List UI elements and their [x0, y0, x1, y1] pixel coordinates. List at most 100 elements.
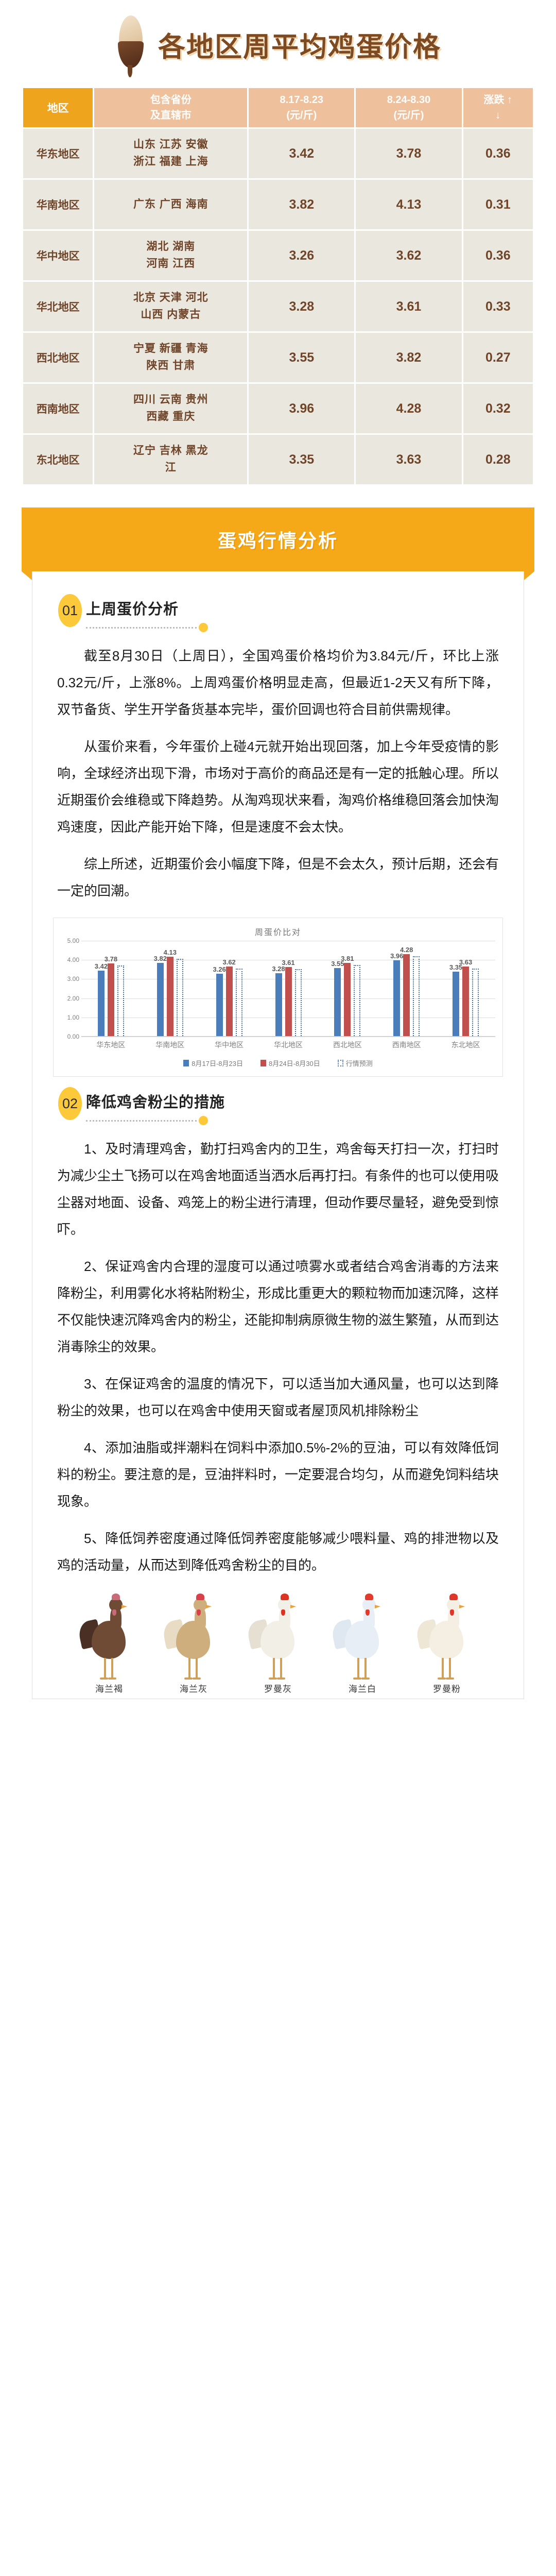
chart-legend-label: 8月24日-8月30日	[268, 1060, 320, 1067]
page-header: 各地区周平均鸡蛋价格	[0, 0, 556, 87]
chicken-breed-item: 罗曼灰	[245, 1594, 311, 1694]
chart-x-axis	[81, 1036, 495, 1037]
table-row: 华中地区 湖北 湖南 河南 江西 3.26 3.62 0.36	[23, 231, 533, 280]
col-header-week1: 8.17-8.23 (元/斤)	[249, 88, 355, 127]
chart-bar: 3.82	[154, 955, 167, 1036]
paragraph: 综上所述，近期蛋价会小幅度下降，但是不会太久，预计后期，还会有一定的回潮。	[57, 856, 499, 899]
infographic-page: 各地区周平均鸡蛋价格 地区 包含省份 及直辖市 8.17-8.23 (元/斤) …	[0, 0, 556, 1699]
chart-x-tick-label: 华中地区	[215, 1041, 244, 1049]
chart-bar	[413, 956, 420, 1036]
chart-x-tick-label: 西北地区	[333, 1041, 362, 1049]
legend-swatch-icon	[260, 1060, 266, 1066]
chart-bar	[472, 969, 479, 1036]
analysis-banner: 蛋鸡行情分析	[22, 507, 534, 580]
chart-bar-group: 3.42 3.78	[81, 941, 141, 1036]
chicken-breed-name: 罗曼粉	[433, 1684, 461, 1694]
chart-value-label: 3.42	[94, 962, 108, 970]
chart-legend-label: 8月17日-8月23日	[192, 1060, 243, 1067]
col-header-week1-range: 8.17-8.23	[280, 94, 324, 106]
col-header-region: 地区	[23, 88, 93, 127]
chart-bar: 3.26	[213, 965, 226, 1036]
cell-delta: 0.27	[463, 333, 533, 382]
section-header-01: 01 上周蛋价分析	[32, 589, 524, 632]
col-header-provinces-line1: 包含省份	[150, 94, 192, 106]
chart-bar: 3.62	[222, 958, 236, 1036]
cell-region: 华北地区	[23, 282, 93, 331]
col-header-week2-range: 8.24-8.30	[387, 94, 431, 106]
chart-value-label: 3.35	[449, 963, 463, 972]
chicken-breed-item: 海兰褐	[76, 1594, 142, 1694]
cell-week2: 3.61	[356, 282, 462, 331]
analysis-banner-zone: 蛋鸡行情分析	[0, 507, 556, 580]
chart-bar: 3.42	[95, 962, 108, 1036]
chart-x-tick-label: 西南地区	[392, 1041, 421, 1049]
table-row: 华北地区 北京 天津 河北 山西 内蒙古 3.28 3.61 0.33	[23, 282, 533, 331]
col-header-week2-unit: (元/斤)	[393, 110, 424, 121]
chart-title: 周蛋价比对	[254, 928, 301, 937]
cell-week2: 3.62	[356, 231, 462, 280]
chicken-icon	[161, 1594, 227, 1680]
chicken-breed-item: 海兰白	[329, 1594, 395, 1694]
paragraph: 3、在保证鸡舍的温度的情况下，可以适当加大通风量，也可以达到降粉尘的效果，也可以…	[57, 1376, 499, 1418]
chart-value-label: 4.28	[400, 945, 413, 954]
chart-value-label: 3.61	[282, 958, 295, 967]
egg-price-chart: 周蛋价比对 0.00 1.00 2.00 3.00 4.00 5.00 3.42 3.78 3…	[53, 918, 503, 1077]
chart-x-tick-label: 东北地区	[451, 1041, 480, 1049]
chicken-breed-name: 海兰白	[349, 1684, 376, 1694]
chart-legend: 8月17日-8月23日 8月24日-8月30日 行情预测	[57, 1058, 499, 1068]
chicken-breed-item: 海兰灰	[161, 1594, 227, 1694]
egg-in-cup-icon	[115, 14, 147, 77]
cell-delta: 0.32	[463, 384, 533, 433]
chicken-icon	[414, 1594, 480, 1680]
cell-delta: 0.28	[463, 435, 533, 484]
cell-region: 华南地区	[23, 180, 93, 229]
cell-delta: 0.31	[463, 180, 533, 229]
price-table: 地区 包含省份 及直辖市 8.17-8.23 (元/斤) 8.24-8.30 (…	[22, 87, 534, 486]
chart-bar	[354, 964, 361, 1036]
section-number-badge: 01	[58, 594, 82, 627]
cell-week1: 3.55	[249, 333, 355, 382]
cell-week1: 3.82	[249, 180, 355, 229]
chart-bar: 4.13	[164, 948, 177, 1036]
chart-bar: 3.55	[331, 960, 344, 1036]
chart-value-label: 3.81	[341, 955, 354, 963]
chart-value-label: 3.62	[222, 958, 236, 967]
chart-value-label: 3.63	[459, 958, 473, 966]
paragraph: 2、保证鸡舍内合理的湿度可以通过喷雾水或者结合鸡舍消毒的方法来降粉尘，利用雾化水…	[57, 1259, 499, 1354]
cell-provinces: 北京 天津 河北 山西 内蒙古	[94, 282, 248, 331]
chicken-icon	[329, 1594, 395, 1680]
table-row: 西北地区 宁夏 新疆 青海 陕西 甘肃 3.55 3.82 0.27	[23, 333, 533, 382]
section-number-badge: 02	[58, 1087, 82, 1120]
table-row: 西南地区 四川 云南 贵州 西藏 重庆 3.96 4.28 0.32	[23, 384, 533, 433]
cell-week1: 3.28	[249, 282, 355, 331]
cell-region: 西北地区	[23, 333, 93, 382]
chart-y-tick-label: 1.00	[67, 1013, 79, 1021]
chart-y-tick-label: 4.00	[67, 956, 79, 964]
table-header-row: 地区 包含省份 及直辖市 8.17-8.23 (元/斤) 8.24-8.30 (…	[23, 88, 533, 127]
section-title: 降低鸡舍粉尘的措施	[86, 1094, 225, 1111]
section-header-02: 02 降低鸡舍粉尘的措施	[32, 1082, 524, 1125]
chart-x-tick-labels: 华东地区 华南地区 华中地区 华北地区 西北地区 西南地区 东北地区	[81, 1040, 495, 1050]
cell-region: 东北地区	[23, 435, 93, 484]
chart-bar	[176, 959, 183, 1036]
col-header-delta: 涨跌 ↑ ↓	[463, 88, 533, 127]
cell-provinces: 宁夏 新疆 青海 陕西 甘肃	[94, 333, 248, 382]
section-divider	[86, 623, 208, 632]
cell-region: 华东地区	[23, 129, 93, 178]
paragraph: 5、降低饲养密度通过降低饲养密度能够减少喂料量、鸡的排泄物以及鸡的活动量，从而达…	[57, 1531, 499, 1573]
chart-x-tick-label: 华南地区	[155, 1041, 185, 1049]
cell-region: 华中地区	[23, 231, 93, 280]
chart-bar-groups: 3.42 3.78 3.82 4.13 3.26 3.62 3.28 3.61 3.55 3.81…	[81, 941, 495, 1036]
dot-end-icon	[199, 623, 208, 632]
cell-week2: 3.82	[356, 333, 462, 382]
chart-y-tick-label: 2.00	[67, 994, 79, 1002]
chart-value-label: 4.13	[163, 948, 177, 957]
legend-swatch-icon	[183, 1060, 189, 1066]
banner-flap-right-icon	[524, 571, 534, 580]
chart-y-tick-label: 0.00	[67, 1033, 79, 1040]
chart-bar: 3.78	[105, 955, 117, 1036]
cell-week1: 3.35	[249, 435, 355, 484]
cell-week2: 4.13	[356, 180, 462, 229]
paragraph: 4、添加油脂或拌潮料在饲料中添加0.5%-2%的豆油，可以有效降低饲料的粉尘。要…	[57, 1440, 499, 1509]
cell-week2: 3.78	[356, 129, 462, 178]
